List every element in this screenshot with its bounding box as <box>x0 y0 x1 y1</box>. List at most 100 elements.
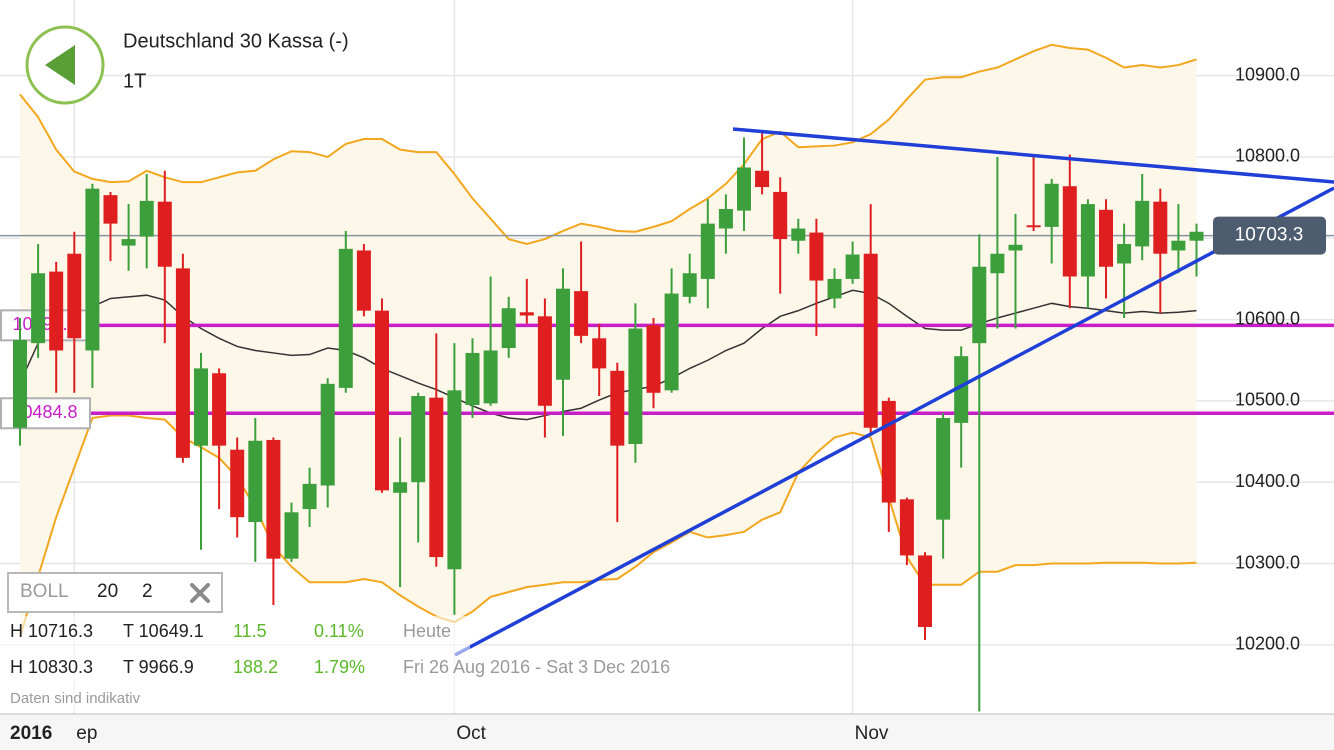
candle-body <box>1008 244 1023 251</box>
candle-body <box>954 356 969 423</box>
candle-body <box>302 483 317 510</box>
indicator-box[interactable] <box>7 572 223 613</box>
candle-body <box>1117 243 1132 264</box>
candle-body <box>610 370 625 446</box>
year-label-background <box>0 716 66 750</box>
candle-body <box>1153 201 1168 254</box>
stat-low: T 9966.9 <box>123 657 194 677</box>
candle-body <box>103 195 118 224</box>
candle-body <box>85 188 100 351</box>
remove-indicator[interactable] <box>190 583 210 603</box>
candle-body <box>194 368 208 446</box>
candle-body <box>465 352 480 405</box>
candle-body <box>157 201 172 267</box>
y-tick-label: 10900.0 <box>1235 64 1300 84</box>
remove-icon <box>190 583 210 603</box>
trend-line <box>732 127 1334 184</box>
candle-body <box>809 232 824 281</box>
candle-body <box>1062 186 1077 277</box>
y-tick-label: 10200.0 <box>1235 634 1300 654</box>
candle-body <box>863 253 878 428</box>
y-tick-label: 10400.0 <box>1235 471 1300 491</box>
candle-body <box>284 512 299 559</box>
candle-body <box>881 400 896 503</box>
x-tick-label: Nov <box>855 723 889 744</box>
candle-body <box>338 248 353 388</box>
candle-body <box>31 273 46 344</box>
candle-body <box>483 350 498 404</box>
candle-body <box>899 499 914 556</box>
candle-body <box>49 271 64 351</box>
axis: 10200.010300.010400.010500.010600.010700… <box>0 64 1334 750</box>
candle-body <box>1135 200 1150 247</box>
timeframe: 1T <box>123 70 146 92</box>
candle-body <box>537 316 552 406</box>
candle-body <box>972 266 987 344</box>
candle-body <box>320 383 335 486</box>
trend-line <box>454 186 1334 657</box>
candle-body <box>791 228 806 241</box>
candle-body <box>1026 225 1041 228</box>
candle-body <box>936 417 951 520</box>
x-axis-background <box>0 714 1334 750</box>
stat-high: H 10716.3 <box>10 621 93 641</box>
candle-body <box>1171 240 1186 251</box>
candle-body <box>664 293 679 391</box>
stat-period: Fri 26 Aug 2016 - Sat 3 Dec 2016 <box>403 657 670 677</box>
stat-change-pct: 0.11% <box>314 621 364 641</box>
stat-change-pct: 1.79% <box>314 657 365 677</box>
x-tick-label: ep <box>76 723 97 744</box>
stat-low: T 10649.1 <box>123 621 204 641</box>
candle-body <box>1189 231 1204 241</box>
candle-body <box>574 291 589 336</box>
candle-body <box>845 254 860 279</box>
candle-body <box>737 167 751 211</box>
x-tick-label: Oct <box>456 723 486 744</box>
indicator-name: BOLL <box>20 581 69 602</box>
candle-body <box>248 440 263 523</box>
candle-body <box>393 482 408 493</box>
stat-change: 11.5 <box>233 621 267 641</box>
back-icon <box>45 45 75 85</box>
candle-body <box>67 253 82 339</box>
candle-body <box>356 250 371 311</box>
candles <box>13 132 1204 712</box>
candle-body <box>700 223 715 279</box>
band-lower <box>19 414 1197 638</box>
y-tick-label: 10600.0 <box>1235 308 1300 328</box>
stat-period: Heute <box>403 621 451 641</box>
candle-body <box>139 200 154 237</box>
candle-body <box>556 288 570 380</box>
candle-body <box>773 191 788 240</box>
band-middle <box>19 289 1197 421</box>
instrument-title: Deutschland 30 Kassa (-) <box>123 30 349 52</box>
candle-body <box>827 278 842 299</box>
disclaimer: Daten sind indikativ <box>10 690 141 707</box>
last-price-label: 10703.3 <box>1235 225 1304 246</box>
y-tick-label: 10300.0 <box>1235 552 1300 572</box>
candle-body <box>519 312 534 316</box>
stats-background <box>0 616 470 712</box>
stat-change: 188.2 <box>233 657 278 677</box>
candle-body <box>212 373 227 446</box>
year-label: 2016 <box>10 723 52 744</box>
indicator-period: 20 <box>97 581 118 602</box>
candle-body <box>1080 204 1095 277</box>
candle-body <box>411 396 426 483</box>
last-price-badge <box>1213 216 1326 255</box>
candle-body <box>718 208 733 229</box>
candle-body <box>1099 209 1113 267</box>
candle-body <box>266 439 281 559</box>
candle-body <box>918 555 932 627</box>
candle-body <box>592 338 607 369</box>
candle-body <box>646 325 661 393</box>
candle-body <box>1044 183 1059 227</box>
candle-body <box>230 449 245 518</box>
candle-body <box>755 170 770 188</box>
candle-body <box>682 273 697 297</box>
y-tick-label: 10800.0 <box>1235 146 1300 166</box>
candle-body <box>447 390 462 570</box>
candle-body <box>429 397 444 558</box>
y-tick-label: 10500.0 <box>1235 390 1300 410</box>
